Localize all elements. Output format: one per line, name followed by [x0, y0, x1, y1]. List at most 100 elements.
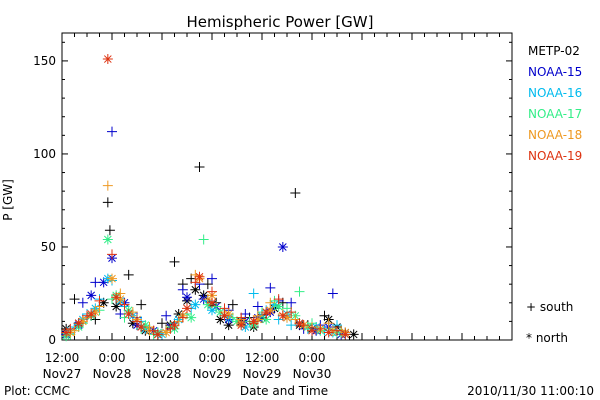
data-point-south — [207, 286, 217, 297]
data-point-north — [252, 314, 263, 325]
data-point-north — [207, 305, 217, 316]
data-point-north — [152, 329, 163, 340]
x-tick-date-label: Nov30 — [293, 367, 332, 381]
x-tick-date-label: Nov29 — [243, 367, 282, 381]
x-tick-time-label: 0:00 — [199, 351, 226, 365]
data-point-north — [111, 301, 122, 312]
data-point-south — [177, 312, 188, 323]
legend-entry: NOAA-17 — [528, 107, 582, 121]
data-point-north — [127, 318, 138, 329]
x-tick-time-label: 12:00 — [245, 351, 280, 365]
x-tick-date-label: Nov28 — [143, 367, 182, 381]
data-point-north — [136, 321, 147, 332]
data-point-north — [77, 316, 88, 327]
y-tick-label: 0 — [48, 333, 56, 347]
series-noaa-19 — [61, 54, 351, 340]
symbol-legend-entry: + south — [526, 300, 573, 314]
data-point-north — [169, 320, 180, 331]
data-point-north — [111, 292, 122, 303]
data-point-south — [315, 323, 326, 334]
data-point-north — [194, 271, 205, 282]
data-point-north — [277, 310, 288, 321]
data-point-north — [102, 234, 113, 245]
data-point-south — [269, 295, 280, 306]
data-point-south — [332, 325, 342, 336]
data-point-north — [182, 292, 192, 303]
data-point-south — [327, 288, 338, 299]
data-point-north — [86, 308, 97, 319]
data-point-north — [219, 310, 230, 321]
data-point-south — [169, 256, 180, 267]
data-point-north — [248, 316, 259, 327]
data-point-south — [157, 318, 167, 329]
data-point-south — [177, 284, 188, 295]
x-tick-time-label: 12:00 — [45, 351, 80, 365]
data-point-north — [123, 308, 134, 319]
data-point-south — [127, 307, 138, 318]
x-tick-date-label: Nov28 — [93, 367, 132, 381]
legend-entry: NOAA-19 — [528, 149, 582, 163]
x-axis: 12:00 Nov27 0:00 Nov28 12:00 Nov28 0:00 Nov29 12… — [43, 33, 513, 381]
data-point-south — [107, 126, 117, 137]
legend-entry: NOAA-16 — [528, 86, 582, 100]
footer-timestamp: 2010/11/30 11:00:10 — [467, 384, 594, 398]
data-point-north — [232, 316, 242, 327]
data-point-north — [115, 294, 126, 305]
data-point-north — [261, 314, 272, 325]
data-point-north — [140, 320, 151, 331]
data-point-north — [261, 307, 272, 318]
data-point-south — [298, 320, 309, 331]
data-point-north — [102, 54, 113, 65]
symbol-legend-entry: * north — [526, 331, 568, 345]
data-point-north — [186, 312, 197, 323]
data-point-south — [107, 249, 117, 260]
y-axis-label: P [GW] — [1, 179, 15, 221]
data-point-south — [82, 310, 92, 321]
data-markers — [61, 54, 359, 342]
x-axis-label: Date and Time — [240, 384, 328, 398]
plot-frame — [61, 32, 513, 341]
data-point-south — [77, 297, 88, 308]
data-point-north — [348, 329, 359, 340]
chart-title: Hemispheric Power [GW] — [187, 13, 374, 31]
data-point-south — [290, 188, 301, 199]
data-point-north — [161, 327, 172, 338]
data-point-south — [265, 282, 276, 293]
data-point-south — [323, 318, 334, 329]
y-axis: 0 50 100 150 — [33, 41, 512, 347]
plot-area — [61, 32, 513, 341]
data-point-north — [223, 308, 234, 319]
data-point-south — [119, 299, 130, 310]
data-point-south — [69, 294, 80, 305]
data-point-north — [190, 299, 201, 310]
legend-entry: NOAA-15 — [528, 65, 582, 79]
data-point-south — [94, 295, 105, 306]
data-point-north — [207, 297, 217, 308]
x-tick-time-label: 12:00 — [145, 351, 180, 365]
data-point-north — [277, 241, 288, 252]
data-point-south — [102, 180, 113, 191]
y-tick-label: 50 — [41, 240, 56, 254]
data-point-south — [104, 225, 115, 236]
data-point-south — [294, 286, 305, 297]
data-point-north — [190, 284, 201, 295]
data-point-south — [190, 277, 201, 288]
data-point-north — [98, 297, 109, 308]
data-point-north — [340, 329, 351, 340]
data-point-north — [107, 273, 117, 284]
data-point-north — [323, 327, 334, 338]
data-point-north — [90, 307, 101, 318]
data-point-north — [202, 299, 213, 310]
data-point-north — [294, 318, 305, 329]
data-point-south — [102, 197, 113, 208]
x-tick-time-label: 0:00 — [299, 351, 326, 365]
data-point-south — [286, 307, 297, 318]
data-point-south — [286, 320, 297, 331]
data-point-north — [282, 312, 292, 323]
footer-plot-credit: Plot: CCMC — [4, 384, 70, 398]
data-point-south — [123, 269, 134, 280]
data-point-north — [182, 303, 192, 314]
data-point-north — [215, 314, 226, 325]
legend: METP-02 NOAA-15 NOAA-16 NOAA-17 NOAA-18 NOAA-… — [528, 44, 582, 163]
